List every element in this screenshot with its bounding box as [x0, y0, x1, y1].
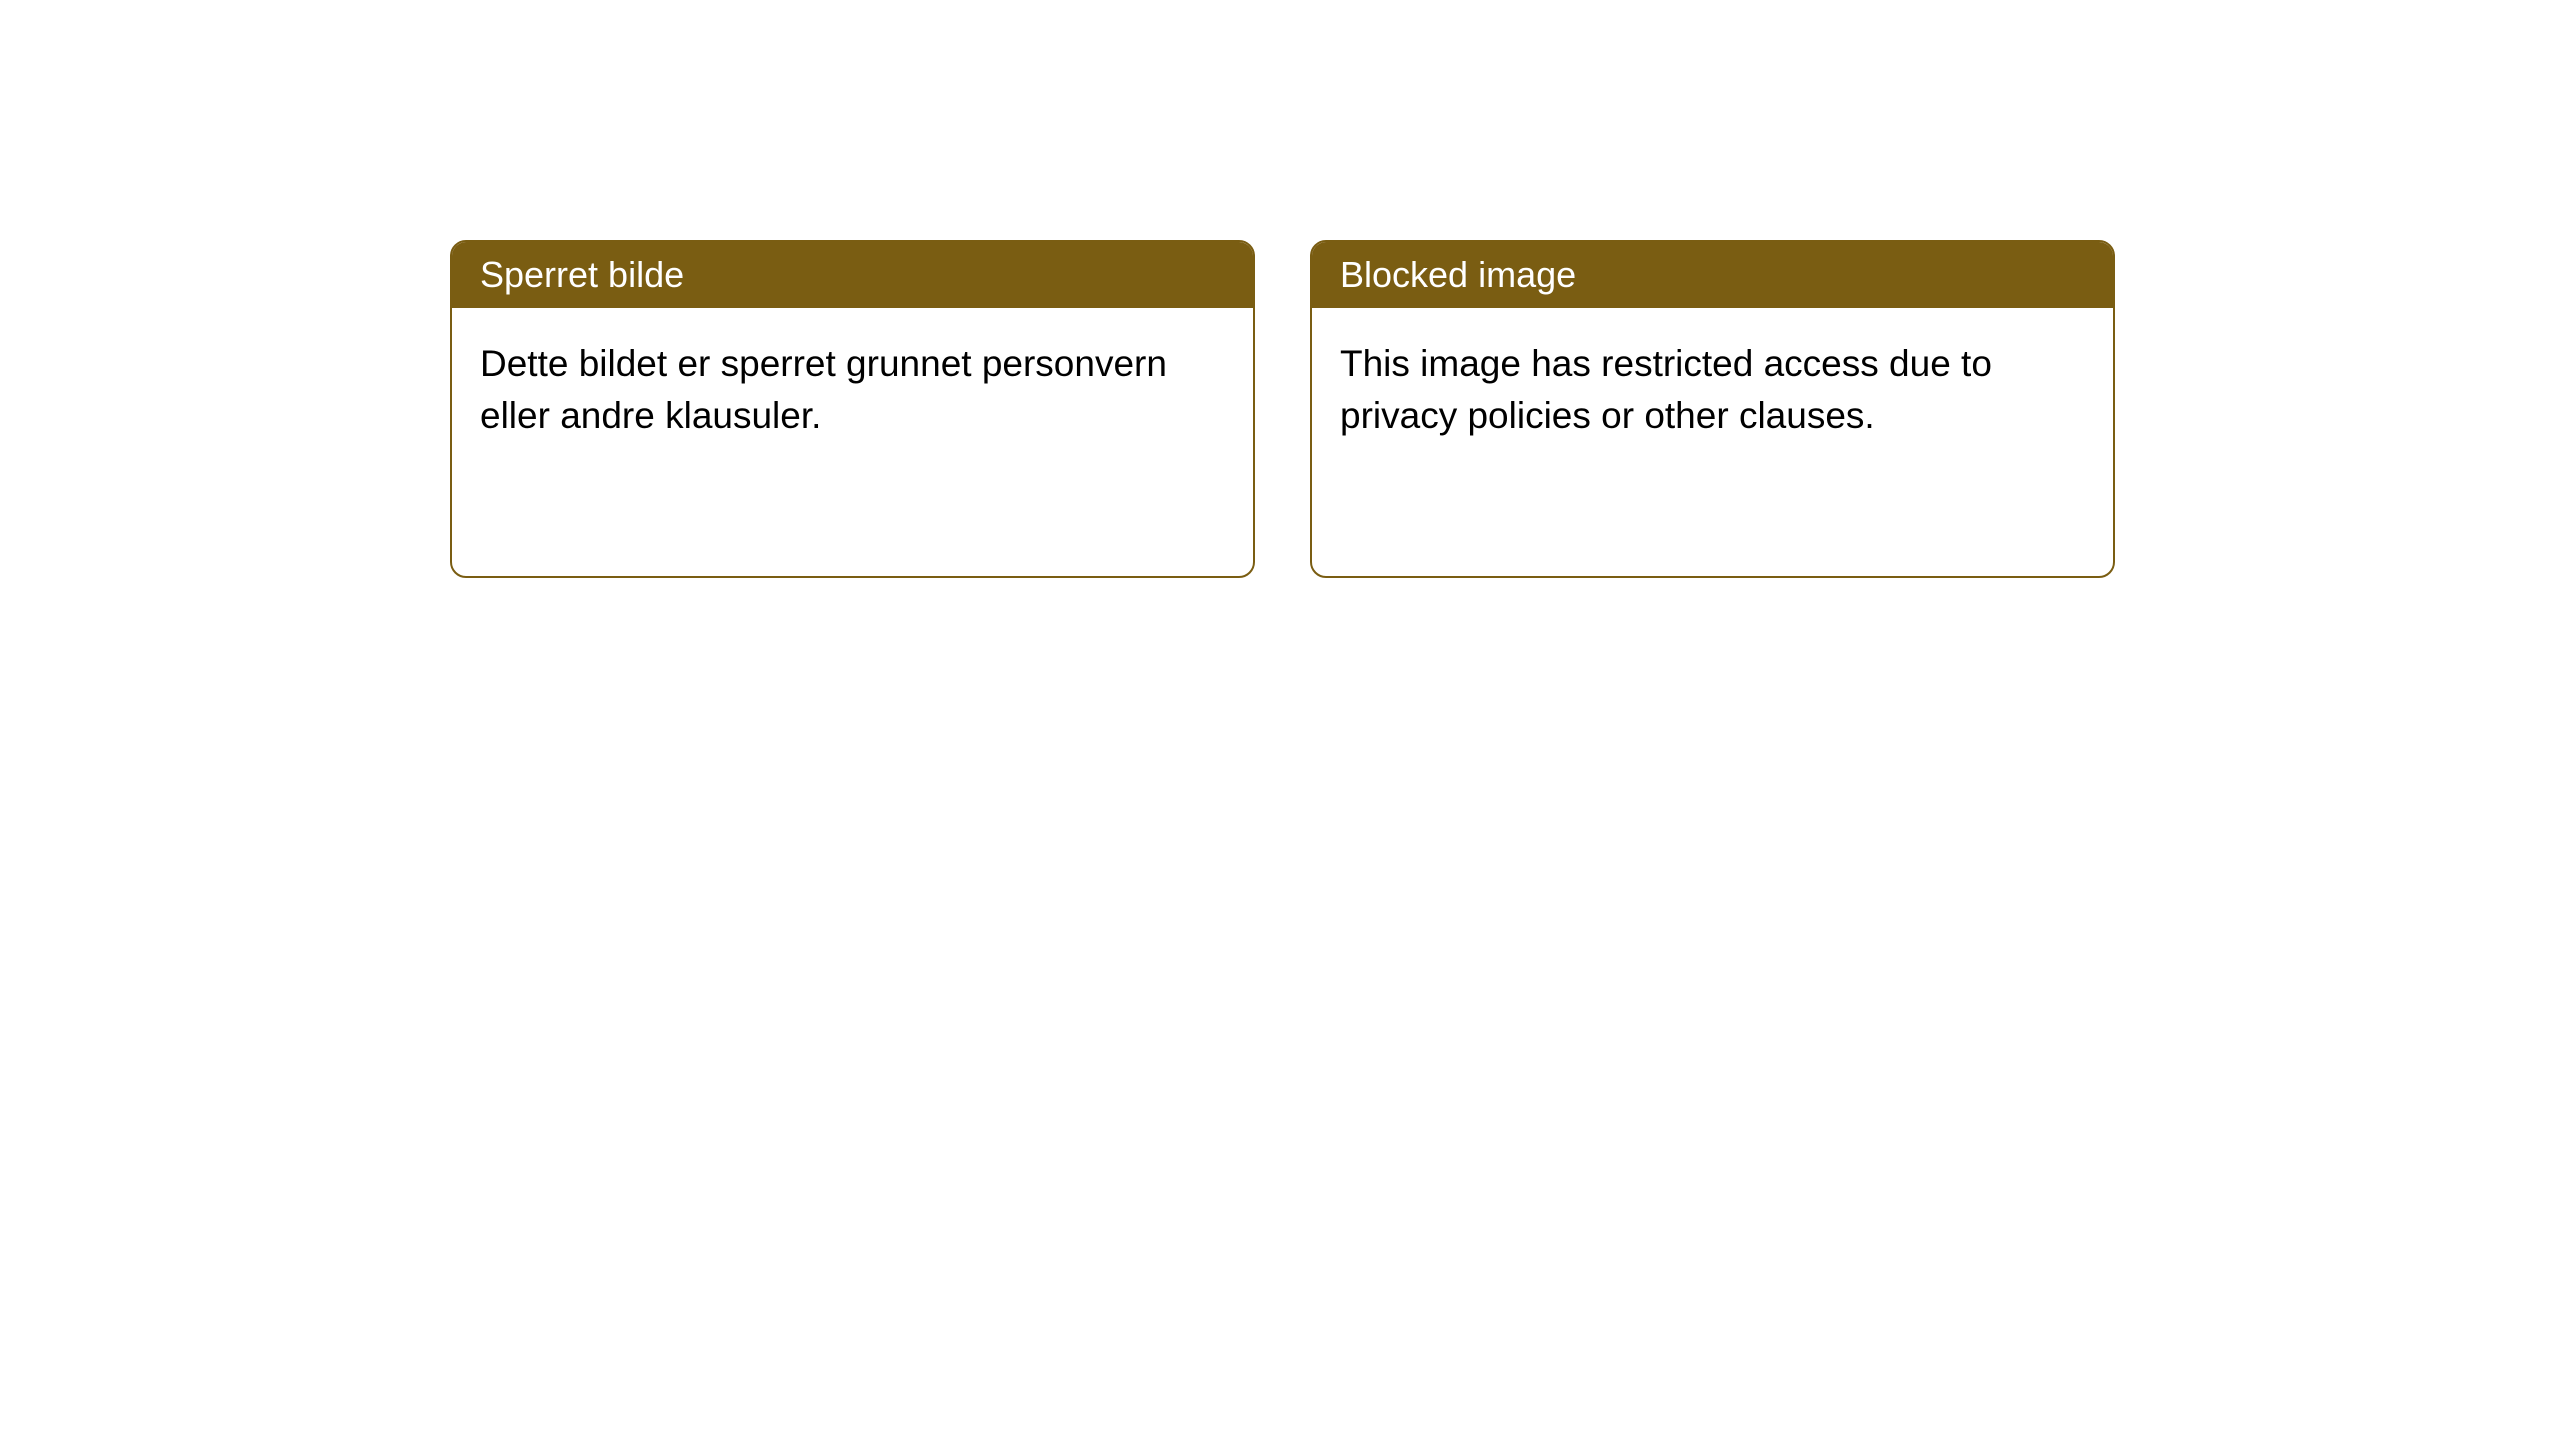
notice-card-message: This image has restricted access due to … — [1340, 343, 1992, 436]
notice-card-header: Blocked image — [1312, 242, 2113, 308]
notice-card-body: Dette bildet er sperret grunnet personve… — [452, 308, 1253, 472]
notice-card-header: Sperret bilde — [452, 242, 1253, 308]
notice-card-title: Blocked image — [1340, 254, 1576, 295]
notice-card-english: Blocked image This image has restricted … — [1310, 240, 2115, 578]
notice-cards-container: Sperret bilde Dette bildet er sperret gr… — [450, 240, 2560, 578]
notice-card-title: Sperret bilde — [480, 254, 684, 295]
notice-card-body: This image has restricted access due to … — [1312, 308, 2113, 472]
notice-card-norwegian: Sperret bilde Dette bildet er sperret gr… — [450, 240, 1255, 578]
notice-card-message: Dette bildet er sperret grunnet personve… — [480, 343, 1167, 436]
